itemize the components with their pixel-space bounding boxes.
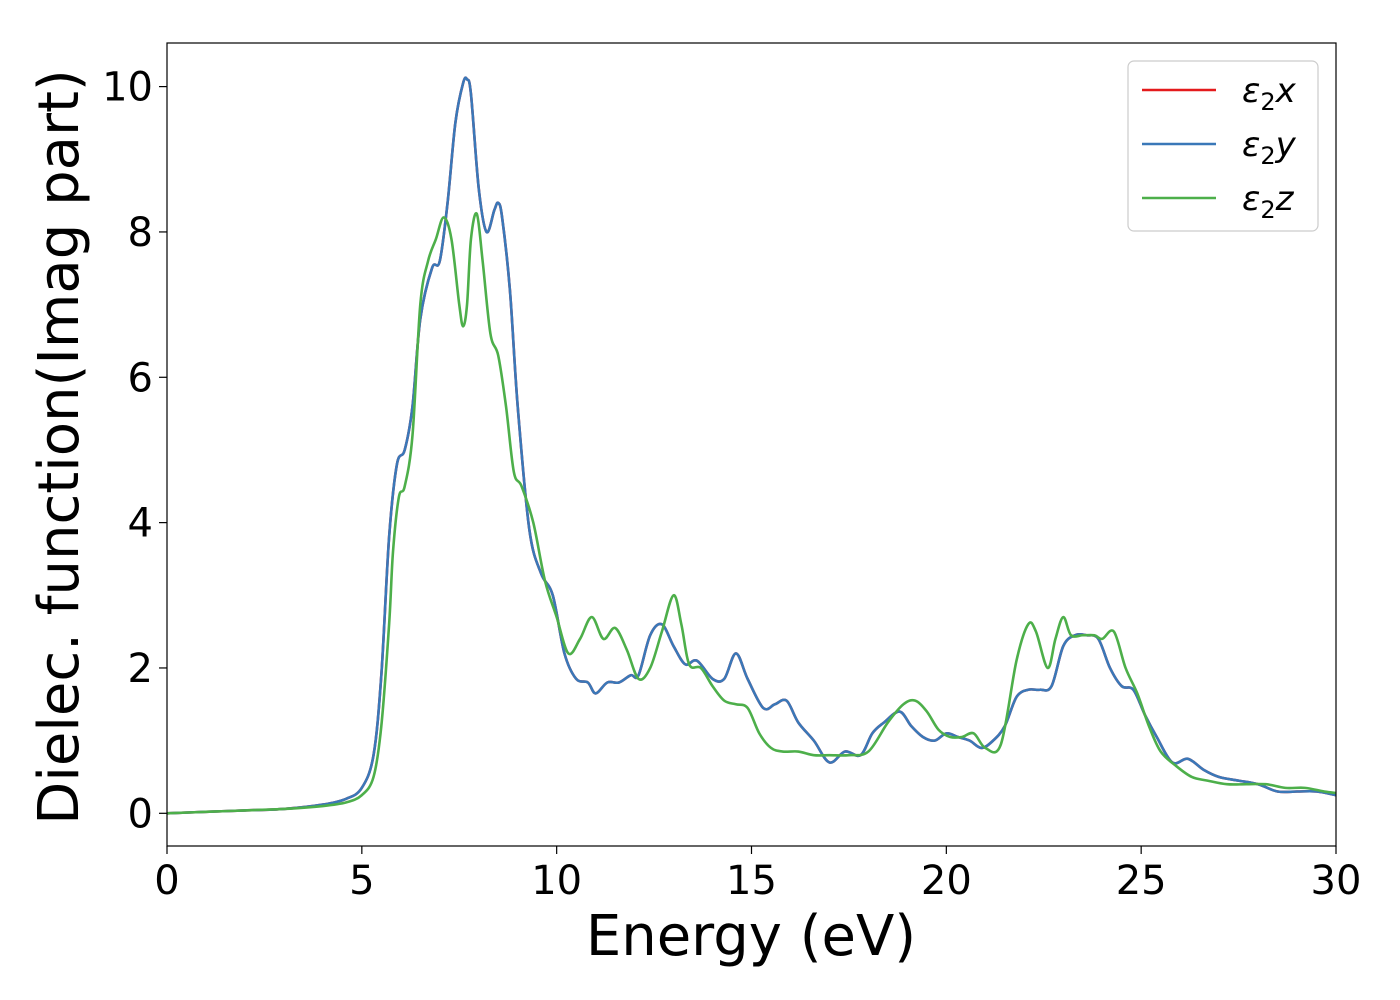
x-tick-label: 0 xyxy=(154,858,179,904)
x-tick-label: 20 xyxy=(921,858,972,904)
legend-box xyxy=(1127,60,1319,232)
x-tick-label: 5 xyxy=(349,858,374,904)
y-tick-label: 6 xyxy=(128,355,153,401)
x-axis-ticks: 0 5 10 15 20 25 30 xyxy=(154,846,1361,904)
x-tick-label: 25 xyxy=(1116,858,1167,904)
plot-area xyxy=(166,42,1337,847)
x-tick-label: 15 xyxy=(726,858,777,904)
y-tick-label: 2 xyxy=(128,646,153,692)
y-tick-label: 0 xyxy=(128,791,153,837)
series-lines xyxy=(167,76,1336,815)
x-axis-title: Energy (eV) xyxy=(586,904,916,969)
legend-label: ε2x xyxy=(1242,71,1297,116)
legend-item: ε2x xyxy=(1142,71,1297,116)
y-axis-title: Dielec. function(Imag part) xyxy=(27,69,92,825)
series-line-2 xyxy=(167,211,1336,815)
legend: ε2x ε2y ε2z xyxy=(1127,60,1319,232)
x-tick-label: 30 xyxy=(1311,858,1362,904)
plot-frame xyxy=(166,42,1337,847)
y-axis-ticks: 0 2 4 6 8 10 xyxy=(102,65,167,837)
legend-item: ε2z xyxy=(1142,179,1295,224)
legend-item: ε2y xyxy=(1142,125,1297,170)
x-tick-label: 10 xyxy=(531,858,582,904)
y-tick-label: 10 xyxy=(102,65,153,111)
y-tick-label: 8 xyxy=(128,210,153,256)
legend-label: ε2y xyxy=(1242,125,1297,170)
legend-label: ε2z xyxy=(1242,179,1295,224)
y-tick-label: 4 xyxy=(128,501,153,547)
